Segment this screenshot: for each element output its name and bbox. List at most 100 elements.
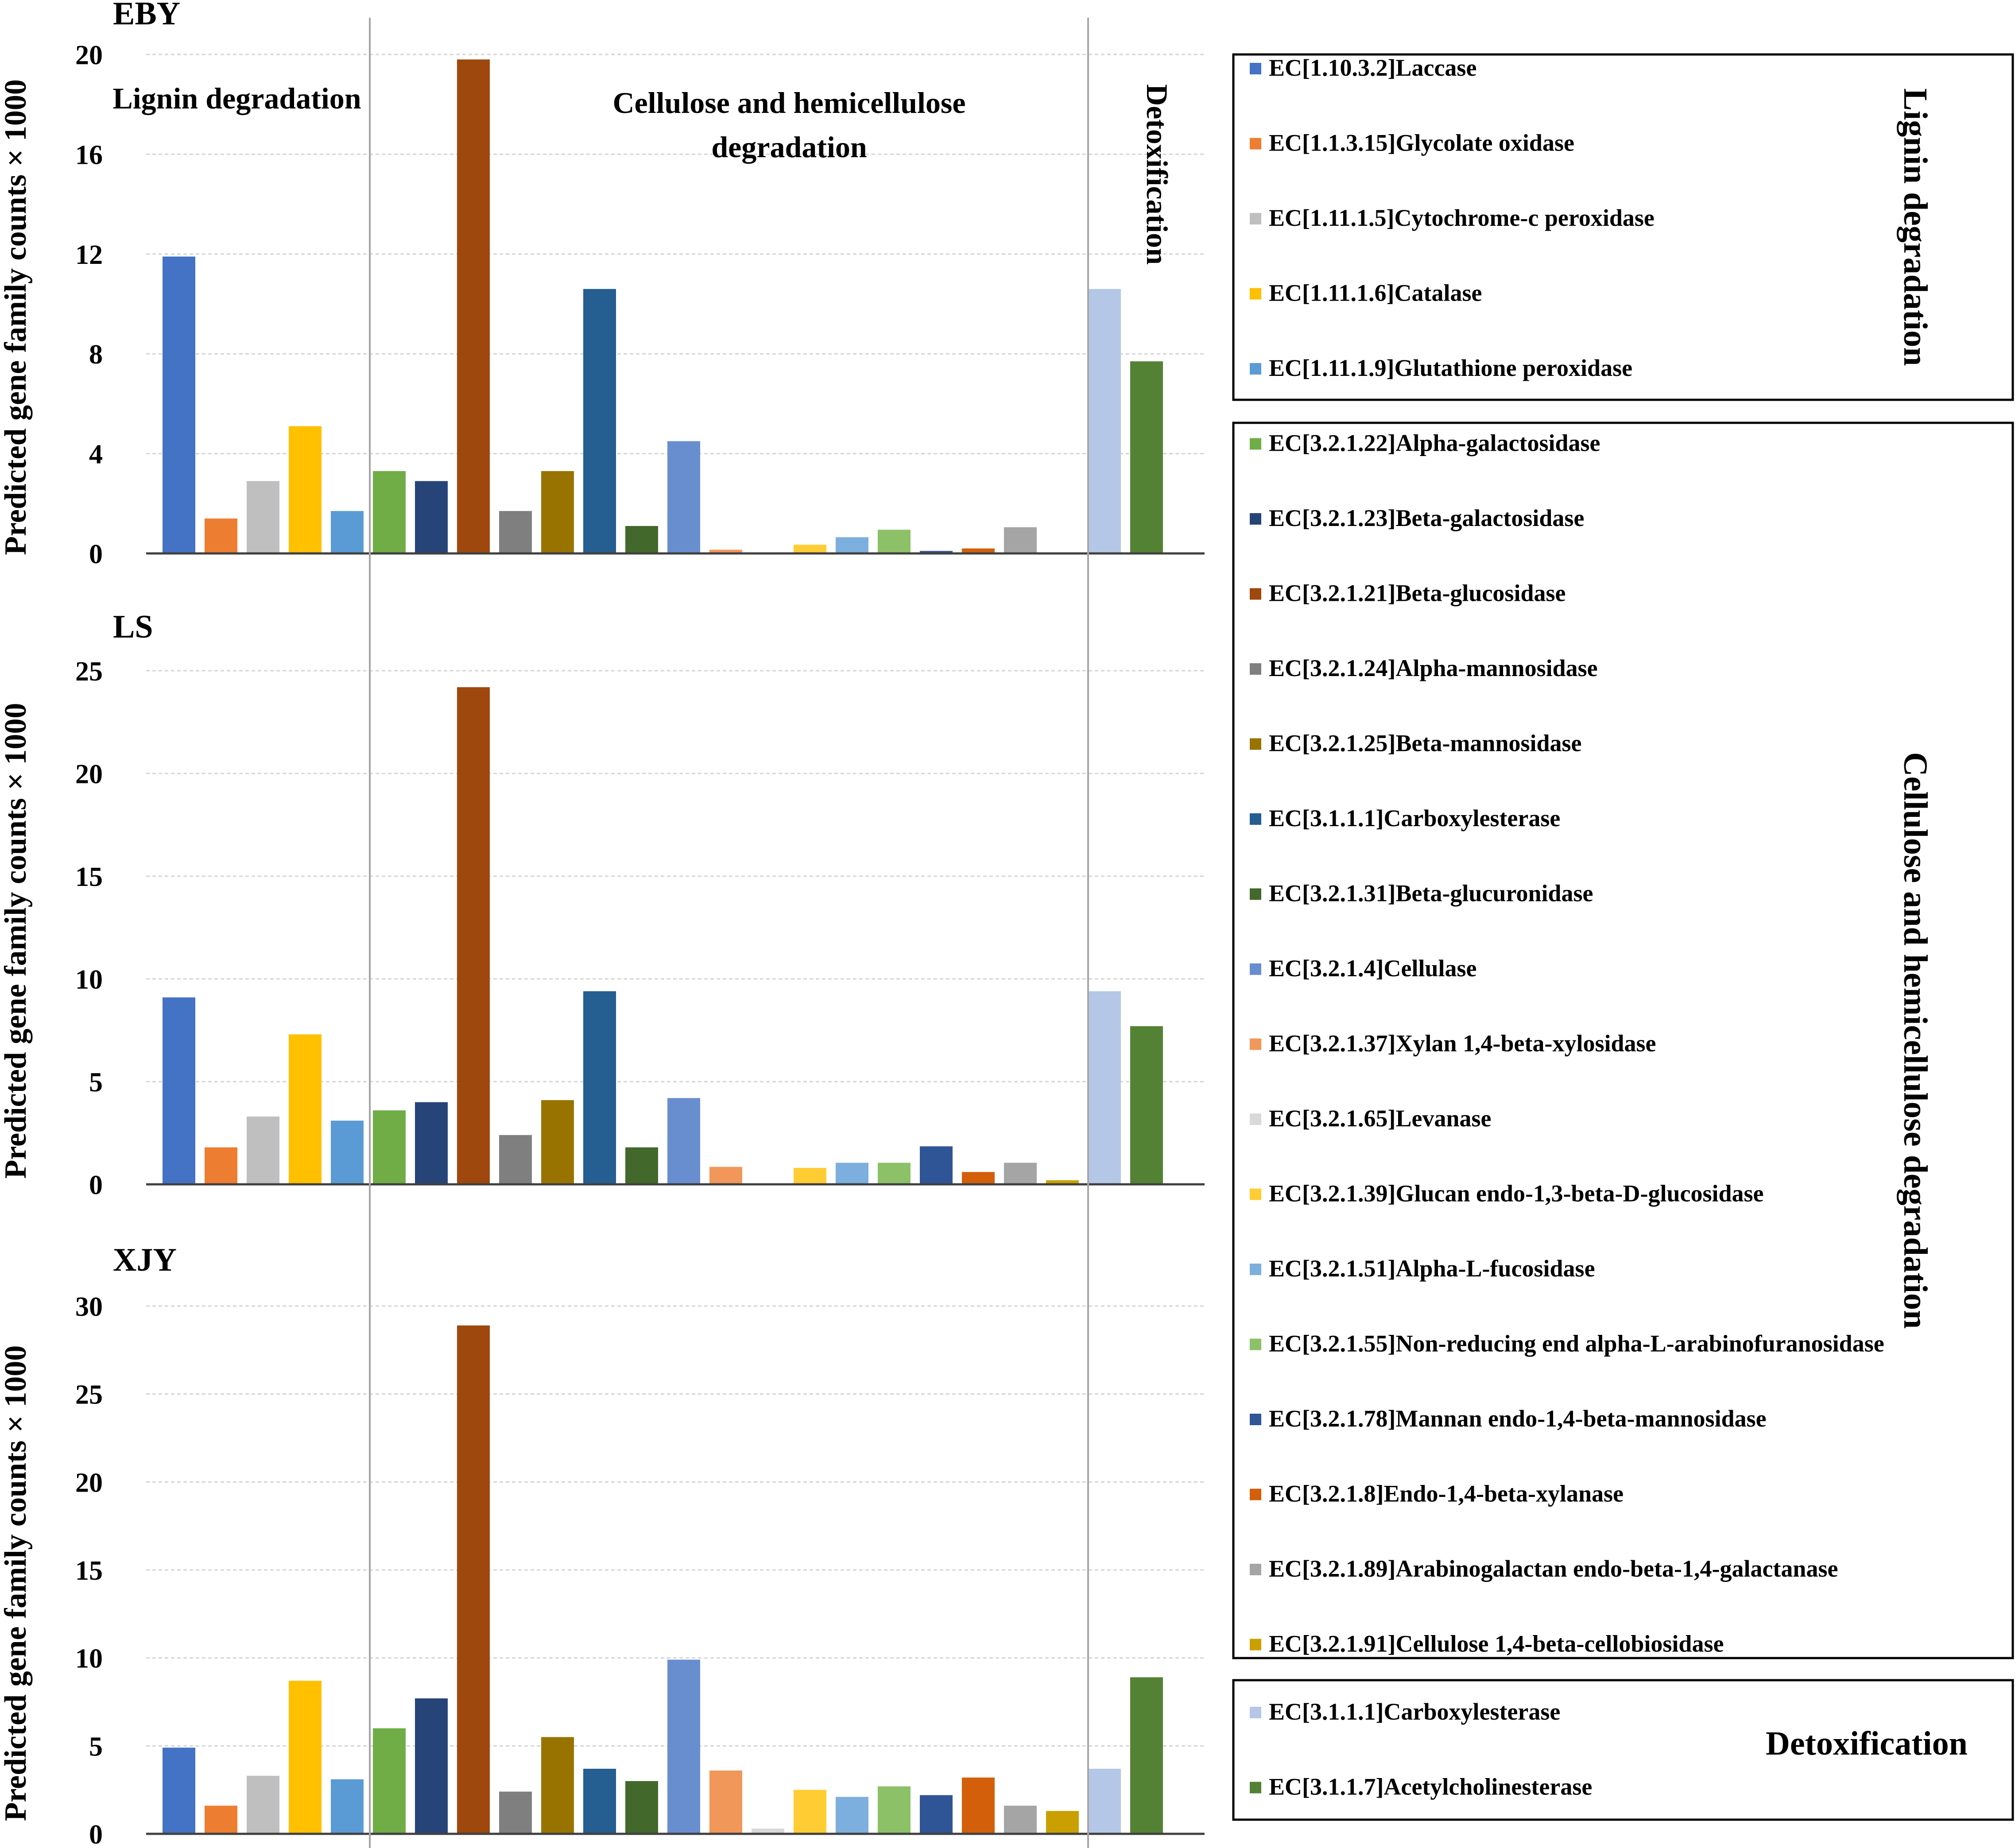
bar — [794, 1790, 826, 1834]
chart-panel-ls: 0 5 10 15 20 25 LS Predicted gene family counts… — [0, 609, 1205, 1200]
bar — [205, 1147, 237, 1184]
group-dividers — [369, 18, 1089, 1848]
y-axis-label: Predicted gene family counts × 1000 — [0, 79, 33, 555]
panel-title: LS — [113, 609, 153, 645]
bar — [457, 687, 490, 1184]
legend-label: EC[3.1.1.7]Acetylcholinesterase — [1269, 1774, 1592, 1800]
legend-swatch — [1250, 1264, 1261, 1275]
legend-label: EC[3.2.1.23]Beta-galactosidase — [1269, 505, 1584, 531]
bar — [289, 1681, 322, 1834]
y-tick-label: 30 — [75, 1292, 103, 1322]
bar — [541, 1100, 574, 1184]
bar — [415, 1102, 448, 1184]
group-title-cellulose-line1: Cellulose and hemicellulose — [612, 86, 965, 120]
y-tick-label: 10 — [75, 1644, 103, 1674]
bar — [289, 426, 322, 553]
legend-label: EC[3.2.1.21]Beta-glucosidase — [1269, 580, 1566, 607]
bar — [1088, 289, 1121, 553]
legend-box — [1232, 53, 2014, 401]
bar — [794, 1168, 826, 1184]
legend-label: EC[3.2.1.4]Cellulase — [1269, 955, 1476, 982]
bar — [331, 1121, 364, 1184]
legend-swatch — [1250, 1113, 1261, 1125]
bar — [541, 471, 574, 553]
legend-swatch — [1250, 138, 1261, 150]
legend-swatch — [1250, 1414, 1261, 1425]
bar — [499, 511, 532, 553]
legend-swatch — [1250, 888, 1261, 900]
legend-label: EC[3.2.1.8]Endo-1,4-beta-xylanase — [1269, 1481, 1624, 1507]
legend-swatch — [1250, 1038, 1261, 1050]
bar — [709, 1770, 742, 1834]
legend-label: EC[3.2.1.65]Levanase — [1269, 1105, 1491, 1132]
bar — [962, 1777, 995, 1834]
bar — [752, 1829, 784, 1834]
legend-label: EC[3.2.1.51]Alpha-L-fucosidase — [1269, 1255, 1595, 1282]
legend-box — [1232, 421, 2014, 1659]
bar — [709, 1167, 742, 1184]
legend-label: EC[3.2.1.39]Glucan endo-1,3-beta-D-gluco… — [1269, 1180, 1764, 1207]
bar — [289, 1034, 322, 1184]
y-tick-label: 20 — [75, 40, 103, 70]
legend-swatch — [1250, 813, 1261, 825]
bar — [920, 1146, 953, 1184]
bar — [920, 551, 953, 553]
bar — [373, 471, 406, 553]
bar — [1088, 991, 1121, 1184]
y-axis-label: Predicted gene family counts × 1000 — [0, 703, 33, 1179]
bar — [247, 1116, 279, 1184]
chart-panel-xjy: 0 5 10 15 20 25 30 XJY Predicted gene family cou… — [0, 1242, 1205, 1848]
bar — [1004, 527, 1037, 553]
legend-swatch — [1250, 1488, 1261, 1500]
bar — [836, 1797, 868, 1834]
legend-swatch — [1250, 1782, 1261, 1794]
legend-swatch — [1250, 663, 1261, 675]
legend-swatch — [1250, 1707, 1261, 1718]
bar — [625, 1781, 658, 1834]
bar — [878, 1163, 911, 1184]
legend-group-title: Detoxification — [1766, 1725, 1968, 1762]
legend-label: EC[3.1.1.1]Carboxylesterase — [1269, 805, 1560, 831]
legend-swatch — [1250, 738, 1261, 750]
legend-label: EC[3.2.1.55]Non-reducing end alpha-L-ara… — [1269, 1330, 1884, 1357]
group-title-cellulose-line2: degradation — [711, 130, 867, 164]
bar — [920, 1795, 953, 1834]
bar — [331, 511, 364, 553]
legend-swatch — [1250, 513, 1261, 525]
legend-label: EC[3.2.1.25]Beta-mannosidase — [1269, 730, 1582, 757]
y-tick-label: 15 — [75, 862, 103, 892]
y-tick-label: 4 — [89, 440, 103, 470]
legend-group-cellulose: EC[3.2.1.22]Alpha-galactosidase EC[3.2.1.… — [1232, 421, 2014, 1659]
bar — [962, 1172, 995, 1184]
bar — [583, 289, 616, 553]
legend-label: EC[1.1.3.15]Glycolate oxidase — [1269, 130, 1574, 156]
legend-label: EC[3.2.1.91]Cellulose 1,4-beta-cellobios… — [1269, 1631, 1724, 1657]
bar — [1088, 1768, 1121, 1834]
bar — [1004, 1805, 1037, 1834]
bar — [1130, 361, 1163, 553]
bar — [667, 1098, 700, 1184]
y-tick-label: 0 — [89, 1820, 103, 1848]
y-tick-label: 25 — [75, 657, 103, 687]
bar — [836, 1163, 868, 1184]
bar — [1046, 1180, 1079, 1184]
bar — [1130, 1026, 1163, 1184]
legend-group-title: Lignin degradation — [1897, 88, 1934, 366]
chart-panel-eby: 0 4 8 12 16 20 EBY Predicted gene family counts… — [0, 0, 1205, 569]
legend-label: EC[3.2.1.24]Alpha-mannosidase — [1269, 655, 1598, 681]
panel-title: XJY — [113, 1242, 177, 1278]
bar — [247, 1775, 279, 1834]
bar — [625, 1147, 658, 1184]
bar — [667, 1659, 700, 1834]
y-tick-label: 0 — [89, 1170, 103, 1200]
y-axis-label: Predicted gene family counts × 1000 — [0, 1345, 33, 1821]
bar — [331, 1779, 364, 1834]
bar — [878, 530, 911, 553]
legend-swatch — [1250, 1338, 1261, 1350]
bar — [163, 1747, 195, 1834]
bar — [583, 1768, 616, 1834]
legend-group-detoxification: EC[3.1.1.1]Carboxylesterase EC[3.1.1.7]Ac… — [1232, 1679, 2014, 1821]
bar — [415, 481, 448, 553]
bar — [1046, 1811, 1079, 1834]
